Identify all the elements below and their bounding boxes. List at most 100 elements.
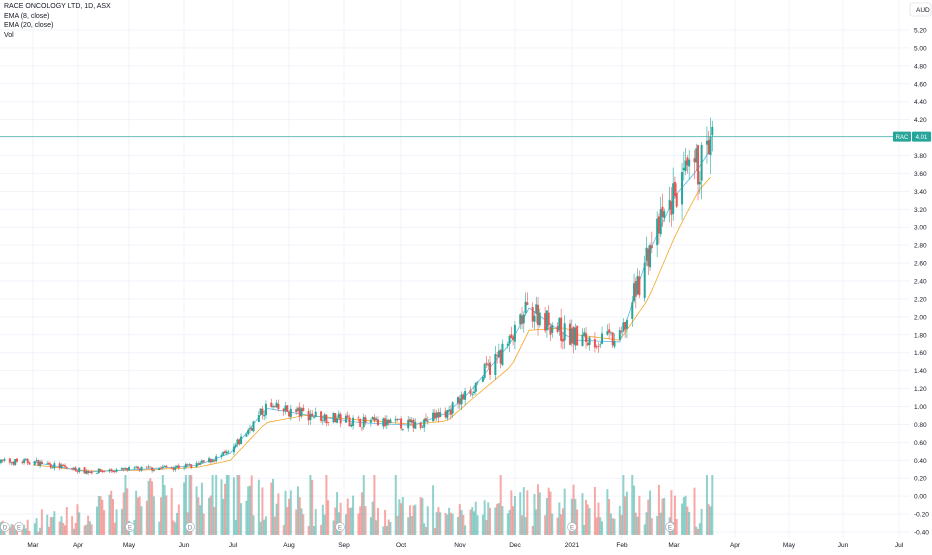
volume-bar bbox=[581, 493, 583, 535]
price-tick-label: 3.60 bbox=[914, 171, 927, 178]
candle-body bbox=[701, 145, 703, 181]
volume-bar bbox=[226, 475, 228, 535]
volume-bar bbox=[151, 481, 153, 535]
candle-body bbox=[519, 314, 521, 324]
volume-bar bbox=[210, 496, 212, 535]
volume-bar bbox=[245, 501, 247, 535]
volume-bar bbox=[663, 498, 665, 535]
volume-bar bbox=[512, 506, 514, 535]
volume-bar bbox=[324, 515, 326, 535]
candle-body bbox=[398, 419, 400, 420]
candle-body bbox=[373, 417, 375, 421]
candle-body bbox=[162, 467, 164, 468]
volume-bar bbox=[637, 517, 639, 535]
volume-bar bbox=[361, 492, 363, 535]
volume-bar bbox=[258, 480, 260, 535]
price-tick-label: -0.20 bbox=[914, 512, 929, 519]
volume-bar bbox=[372, 502, 374, 535]
volume-bar bbox=[621, 515, 623, 535]
time-tick-label: Feb bbox=[616, 542, 628, 549]
volume-bar bbox=[510, 490, 512, 535]
volume-bar bbox=[558, 503, 560, 535]
candle-body bbox=[103, 471, 105, 472]
volume-bar bbox=[395, 475, 397, 535]
candle-body bbox=[694, 158, 696, 162]
candle-body bbox=[437, 412, 439, 418]
candle-body bbox=[196, 463, 198, 467]
volume-bar bbox=[685, 496, 687, 535]
candle-body bbox=[338, 414, 340, 418]
time-tick-label: Jul bbox=[895, 542, 904, 549]
candle-body bbox=[236, 439, 238, 444]
candle-body bbox=[201, 461, 203, 463]
candle-body bbox=[112, 471, 114, 472]
candle-body bbox=[73, 468, 75, 469]
candle-body bbox=[210, 459, 212, 463]
volume-bar bbox=[386, 526, 388, 535]
ema20-legend[interactable]: EMA (20, close) bbox=[4, 21, 111, 31]
volume-bar bbox=[514, 496, 516, 535]
volume-bar bbox=[411, 516, 413, 535]
volume-bar bbox=[46, 515, 48, 535]
volume-bar bbox=[432, 485, 434, 535]
volume-bar bbox=[457, 517, 459, 535]
price-tick-label: 1.60 bbox=[914, 350, 927, 357]
volume-bar bbox=[599, 517, 601, 535]
candle-body bbox=[357, 417, 359, 418]
candle-body bbox=[188, 464, 190, 465]
candle-body bbox=[50, 464, 52, 467]
candle-body bbox=[482, 377, 484, 382]
candle-body bbox=[621, 331, 623, 332]
candle-body bbox=[260, 409, 262, 415]
volume-bar bbox=[414, 505, 416, 535]
candle-body bbox=[208, 458, 210, 462]
time-tick-label: Mar bbox=[668, 542, 680, 549]
volume-bar bbox=[649, 490, 651, 535]
candle-layer[interactable] bbox=[0, 117, 713, 475]
candle-body bbox=[651, 245, 653, 248]
candle-body bbox=[706, 141, 708, 145]
ema8-legend[interactable]: EMA (8, close) bbox=[4, 12, 111, 22]
volume-legend[interactable]: Vol bbox=[4, 31, 111, 41]
candle-body bbox=[11, 462, 13, 463]
volume-bar bbox=[233, 477, 235, 535]
candle-body bbox=[185, 464, 187, 467]
volume-bar bbox=[73, 529, 75, 535]
price-tick-label: 2.40 bbox=[914, 279, 927, 286]
price-axis[interactable]: 5.205.004.804.604.404.204.003.803.603.40… bbox=[910, 3, 931, 537]
candle-body bbox=[637, 276, 639, 294]
candle-body bbox=[60, 465, 62, 468]
volume-bar bbox=[660, 513, 662, 535]
candle-body bbox=[340, 414, 342, 423]
candle-body bbox=[309, 414, 311, 420]
candle-body bbox=[164, 466, 166, 467]
price-tick-label: 5.00 bbox=[914, 45, 927, 52]
volume-bar bbox=[507, 513, 509, 535]
candle-body bbox=[197, 463, 199, 464]
candle-body bbox=[76, 471, 78, 472]
event-marker: E bbox=[126, 523, 135, 532]
ema8-line bbox=[33, 149, 711, 472]
volume-bar bbox=[485, 520, 487, 535]
candle-body bbox=[638, 277, 640, 296]
volume-bar bbox=[434, 528, 436, 535]
volume-bar bbox=[589, 508, 591, 535]
candle-body bbox=[336, 418, 338, 422]
price-tag-value: 4.01 bbox=[916, 135, 928, 141]
event-marker: E bbox=[666, 523, 675, 532]
candle-body bbox=[277, 404, 279, 409]
volume-bar bbox=[201, 483, 203, 535]
symbol-title[interactable]: RACE ONCOLOGY LTD, 1D, ASX bbox=[4, 2, 111, 12]
candle-body bbox=[84, 467, 86, 473]
volume-bar bbox=[450, 513, 452, 535]
grid-layer bbox=[0, 0, 910, 538]
volume-bar bbox=[34, 523, 36, 535]
candle-body bbox=[334, 413, 336, 422]
volume-bar bbox=[521, 515, 523, 535]
volume-bar bbox=[421, 498, 423, 535]
volume-bar bbox=[162, 475, 164, 535]
candle-body bbox=[507, 344, 509, 346]
volume-bar bbox=[283, 525, 285, 535]
